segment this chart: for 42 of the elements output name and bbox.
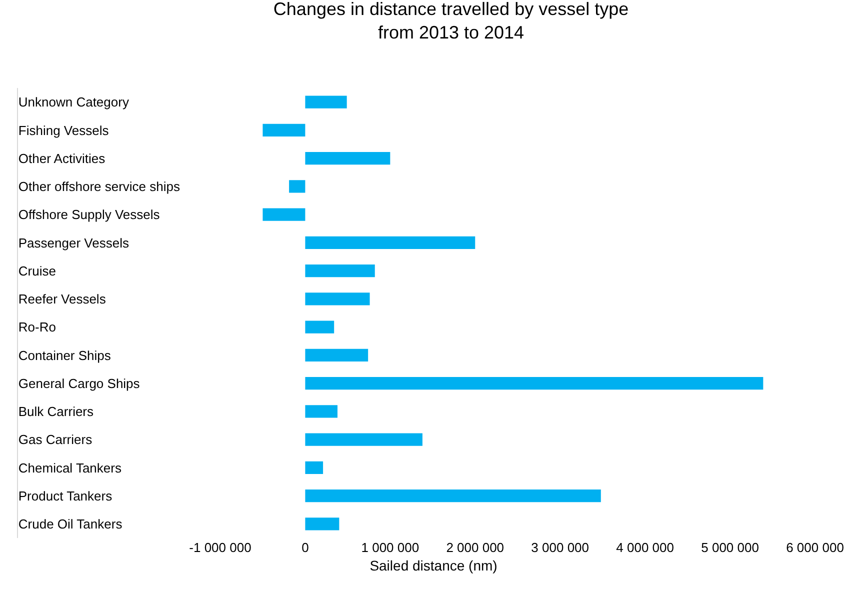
- x-tick-label: 1 000 000: [361, 540, 420, 555]
- bar: [305, 320, 334, 334]
- y-tick-label: Container Ships: [18, 348, 112, 363]
- x-axis-title: Sailed distance (nm): [370, 557, 498, 574]
- y-tick-label: Gas Carriers: [18, 432, 93, 448]
- y-tick-label: Other Activities: [18, 150, 106, 166]
- y-tick-label: Cruise: [18, 263, 56, 278]
- y-tick-label: Bulk Carriers: [18, 404, 94, 419]
- bar: [289, 180, 306, 193]
- y-tick-label: Reefer Vessels: [18, 291, 106, 306]
- bar: [305, 236, 476, 250]
- x-tick-label: 2 000 000: [446, 540, 504, 555]
- bar: [262, 208, 306, 221]
- y-tick-label: Ro-Ro: [18, 320, 56, 335]
- y-tick-label: Product Tankers: [18, 488, 113, 504]
- x-tick-label: 5 000 000: [701, 540, 759, 555]
- bar: [305, 489, 601, 502]
- chart-title: Changes in distance travelled by vessel type from 2013 to 2014: [273, 0, 629, 42]
- bar: [262, 124, 306, 137]
- y-tick-label: Offshore Supply Vessels: [18, 207, 160, 222]
- bar: [305, 461, 324, 474]
- x-tick-label: 4 000 000: [616, 540, 674, 555]
- bar: [305, 152, 390, 165]
- bar: [305, 348, 368, 362]
- y-tick-label: General Cargo Ships: [18, 376, 140, 391]
- bar: [305, 433, 422, 446]
- x-tick-label: -1 000 000: [189, 540, 252, 555]
- y-tick-label: Other offshore service ships: [18, 178, 181, 194]
- bar: [305, 292, 370, 306]
- x-tick-label: 6 000 000: [786, 540, 844, 555]
- y-tick-label: Chemical Tankers: [18, 460, 122, 476]
- bar: [305, 518, 340, 530]
- bar: [305, 264, 375, 278]
- y-tick-label: Crude Oil Tankers: [18, 516, 123, 532]
- x-tick-label: 3 000 000: [531, 540, 590, 555]
- bar: [305, 405, 338, 418]
- y-tick-label: Fishing Vessels: [18, 122, 110, 138]
- y-tick-label: Passenger Vessels: [18, 235, 130, 250]
- bar: [305, 96, 347, 108]
- y-tick-label: Unknown Category: [18, 94, 130, 110]
- bar: [305, 376, 764, 390]
- x-tick-label: 0: [302, 540, 309, 555]
